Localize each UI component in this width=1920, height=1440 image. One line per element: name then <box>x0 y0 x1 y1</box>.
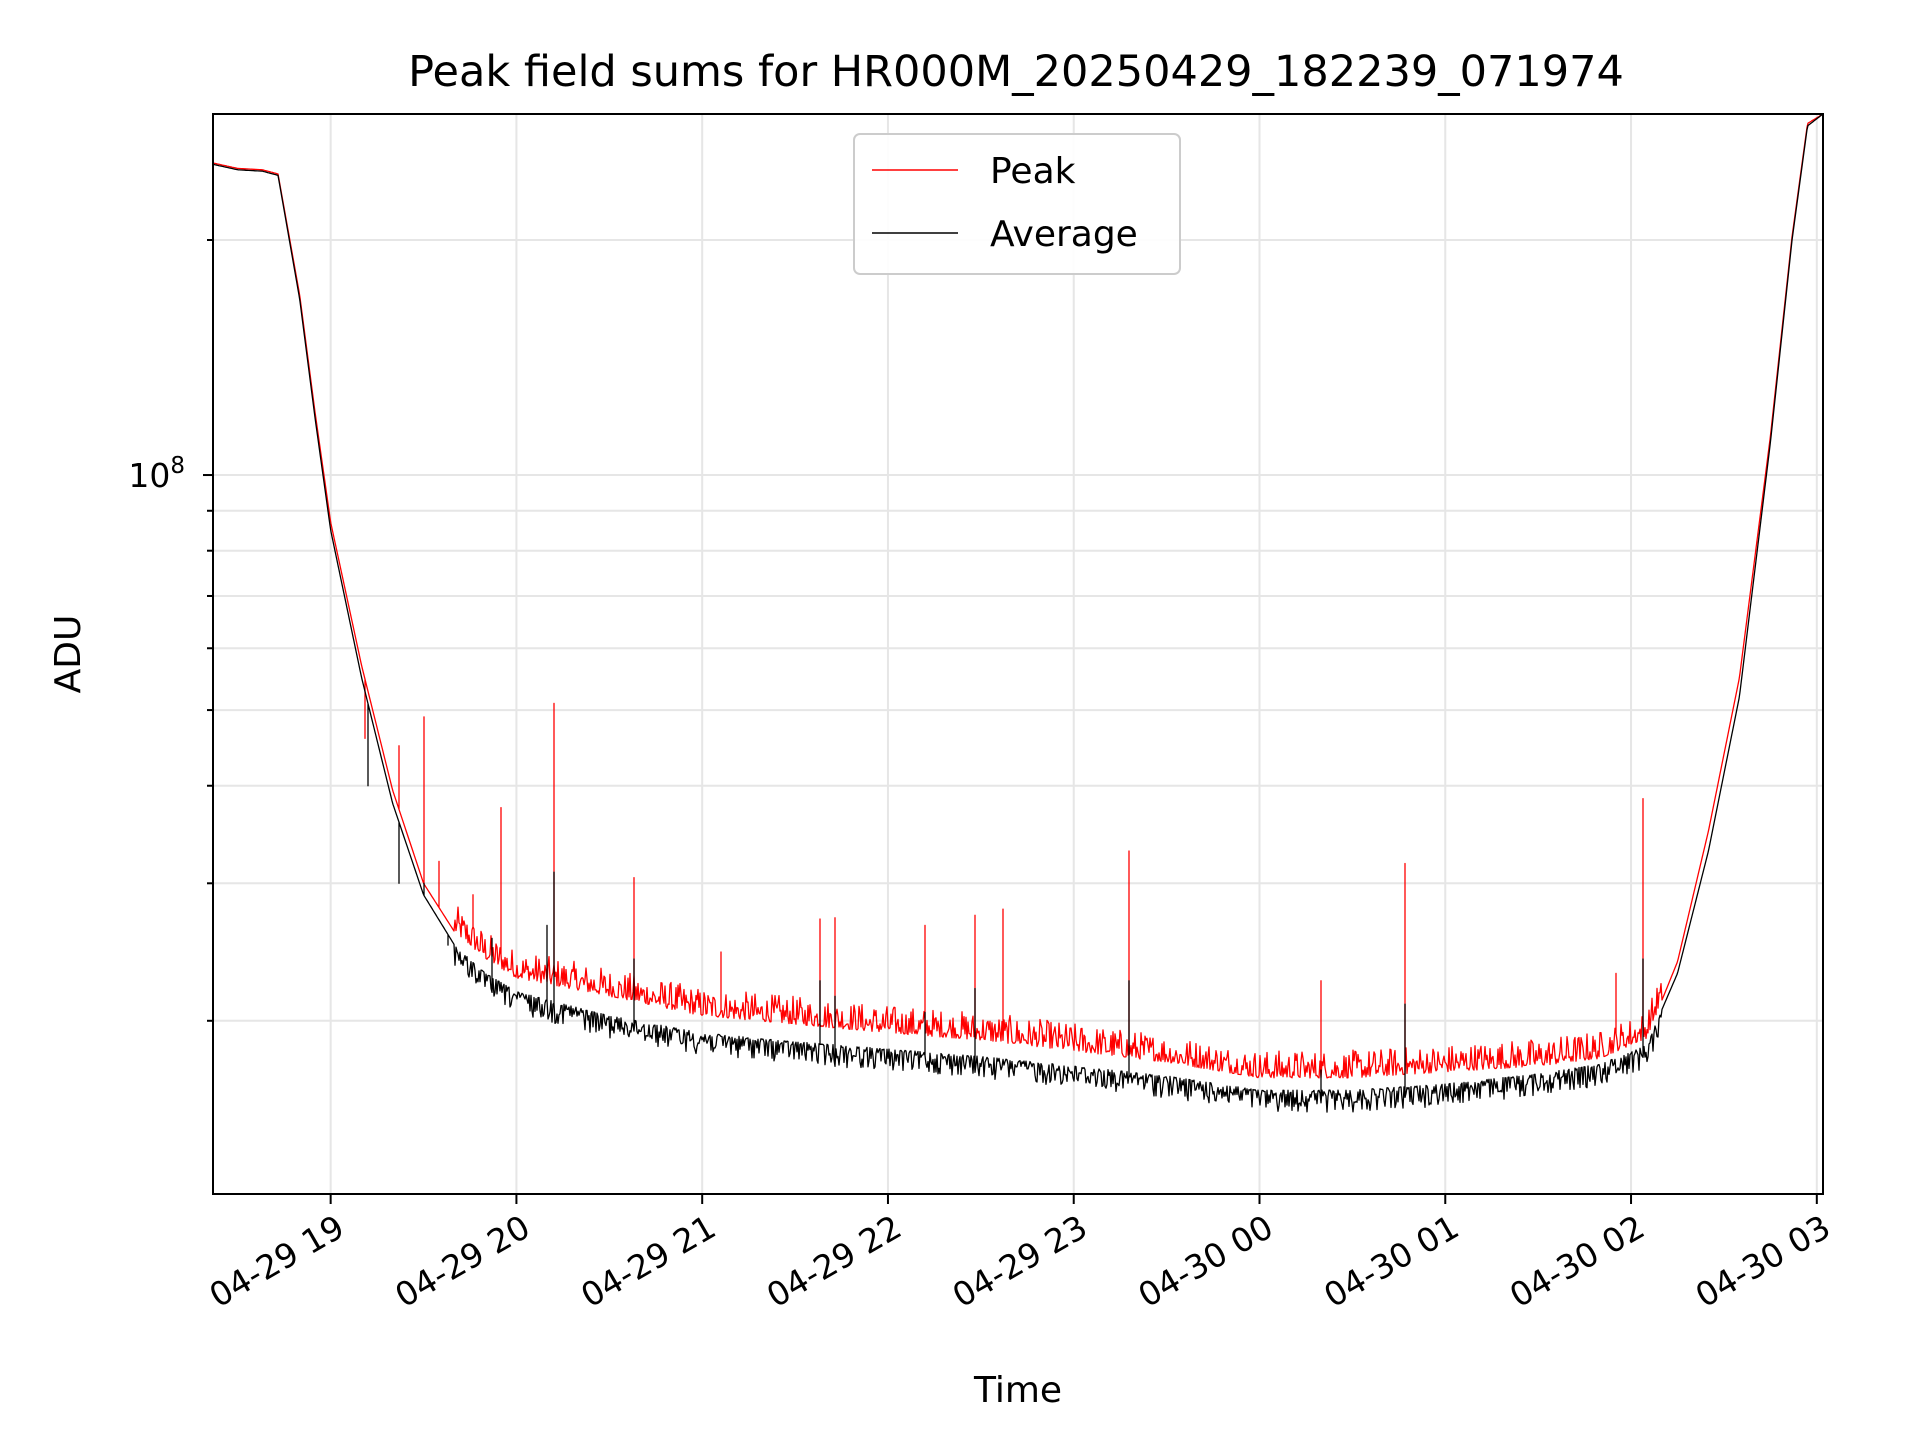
legend-label-peak: Peak <box>990 151 1076 192</box>
peak-series-line <box>212 113 1824 1079</box>
legend: Peak Average <box>853 133 1181 275</box>
plot-frame <box>212 113 1824 1195</box>
x-axis-label: Time <box>973 1370 1062 1411</box>
grid <box>213 114 1823 1194</box>
chart-title: Peak field sums for HR000M_20250429_1822… <box>408 47 1624 97</box>
legend-box <box>853 133 1181 275</box>
series-layer <box>212 113 1824 1113</box>
y-axis: 108 <box>128 238 213 1022</box>
y-tick-label: 108 <box>128 453 185 495</box>
average-series-line <box>212 113 1824 1113</box>
legend-label-average: Average <box>990 214 1138 255</box>
y-axis-label: ADU <box>48 615 89 694</box>
